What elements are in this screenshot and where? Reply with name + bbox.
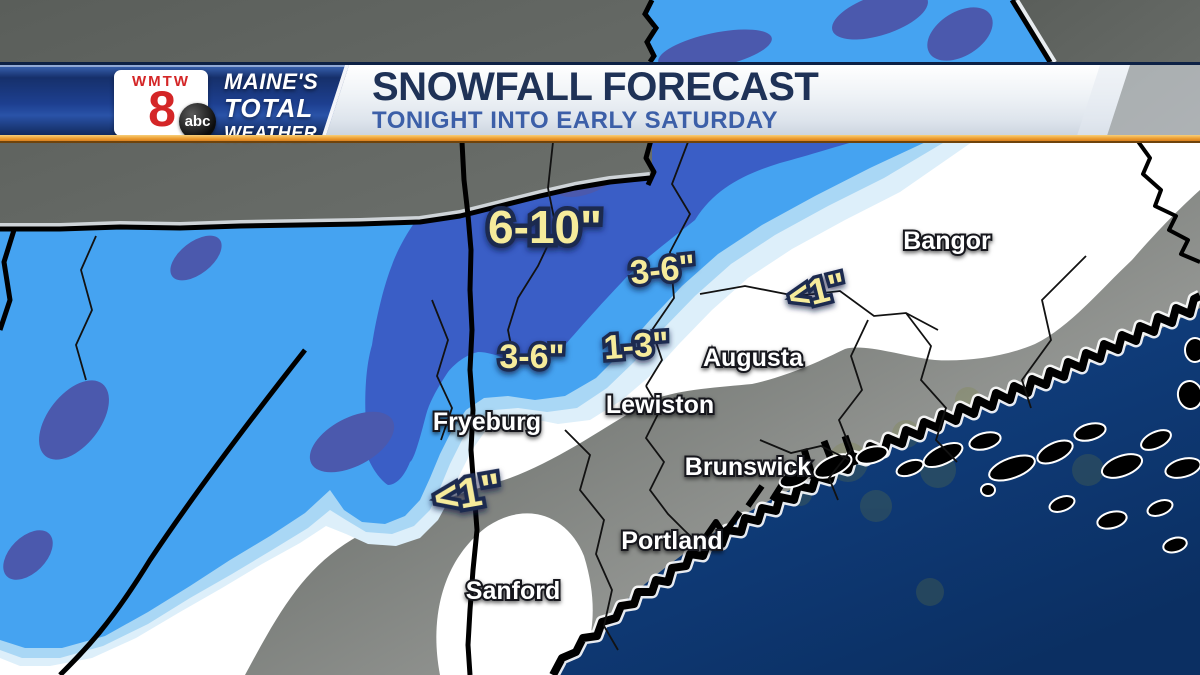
abc-network-icon: abc [179,103,216,140]
state-borders [0,138,1200,675]
islands [778,337,1200,554]
border-north [0,175,651,232]
brand-line-maines: MAINE'S [224,69,319,94]
accent-bar [0,135,1200,141]
border-east-river [1135,138,1200,264]
snow-pockets-10plus [3,158,619,580]
accent-bar-shadow [0,141,1200,143]
brand-text: MAINE'S TOTAL WEATHER [224,69,319,143]
page-title: SNOWFALL FORECAST [372,65,819,109]
title-banner: WMTW 8 abc MAINE'S TOTAL WEATHER SNOWFAL… [0,62,1200,143]
county-lines [75,141,1087,651]
city-sanford: Sanford [466,577,560,605]
state-border-diagonal [1009,0,1053,64]
coast-spur [697,510,743,547]
city-fryeburg: Fryeburg [433,408,541,436]
state-border-column-west [642,0,660,64]
city-augusta: Augusta [703,344,804,372]
label-3-6-ne: 3-6" [628,248,697,293]
border-nh-vt [58,348,307,675]
wmtw-logo: WMTW 8 abc [114,70,216,140]
city-lewiston: Lewiston [606,391,714,419]
banner-top-line [0,62,1200,65]
page-subtitle: TONIGHT INTO EARLY SATURDAY [372,107,779,134]
logo-channel-number: 8 [148,81,176,137]
border-west-edge [0,229,17,331]
label-3-6-sw: 3-6" [499,338,564,376]
coast-finger [800,447,817,480]
border-maine-nh [459,141,480,675]
title-panel-fade [1077,65,1200,135]
city-labels: Bangor Augusta Lewiston Fryeburg Brunswi… [431,225,993,607]
north-snow-pockets [658,0,993,71]
city-bangor: Bangor [903,227,991,255]
border-column-join [643,139,657,187]
ocean [553,308,1200,675]
city-portland: Portland [621,527,722,555]
coast-spur [745,484,765,508]
label-1-3: 1-3" [602,325,670,367]
label-6-10: 6-10" [488,201,602,253]
state-border-diagonal-highlight [1015,0,1057,64]
snow-band-6-10 [365,140,860,485]
brand-line-total: TOTAL [224,93,314,123]
city-brunswick: Brunswick [685,453,812,481]
title-block: SNOWFALL FORECAST TONIGHT INTO EARLY SAT… [372,65,819,134]
logo-call-letters: WMTW [132,73,190,90]
